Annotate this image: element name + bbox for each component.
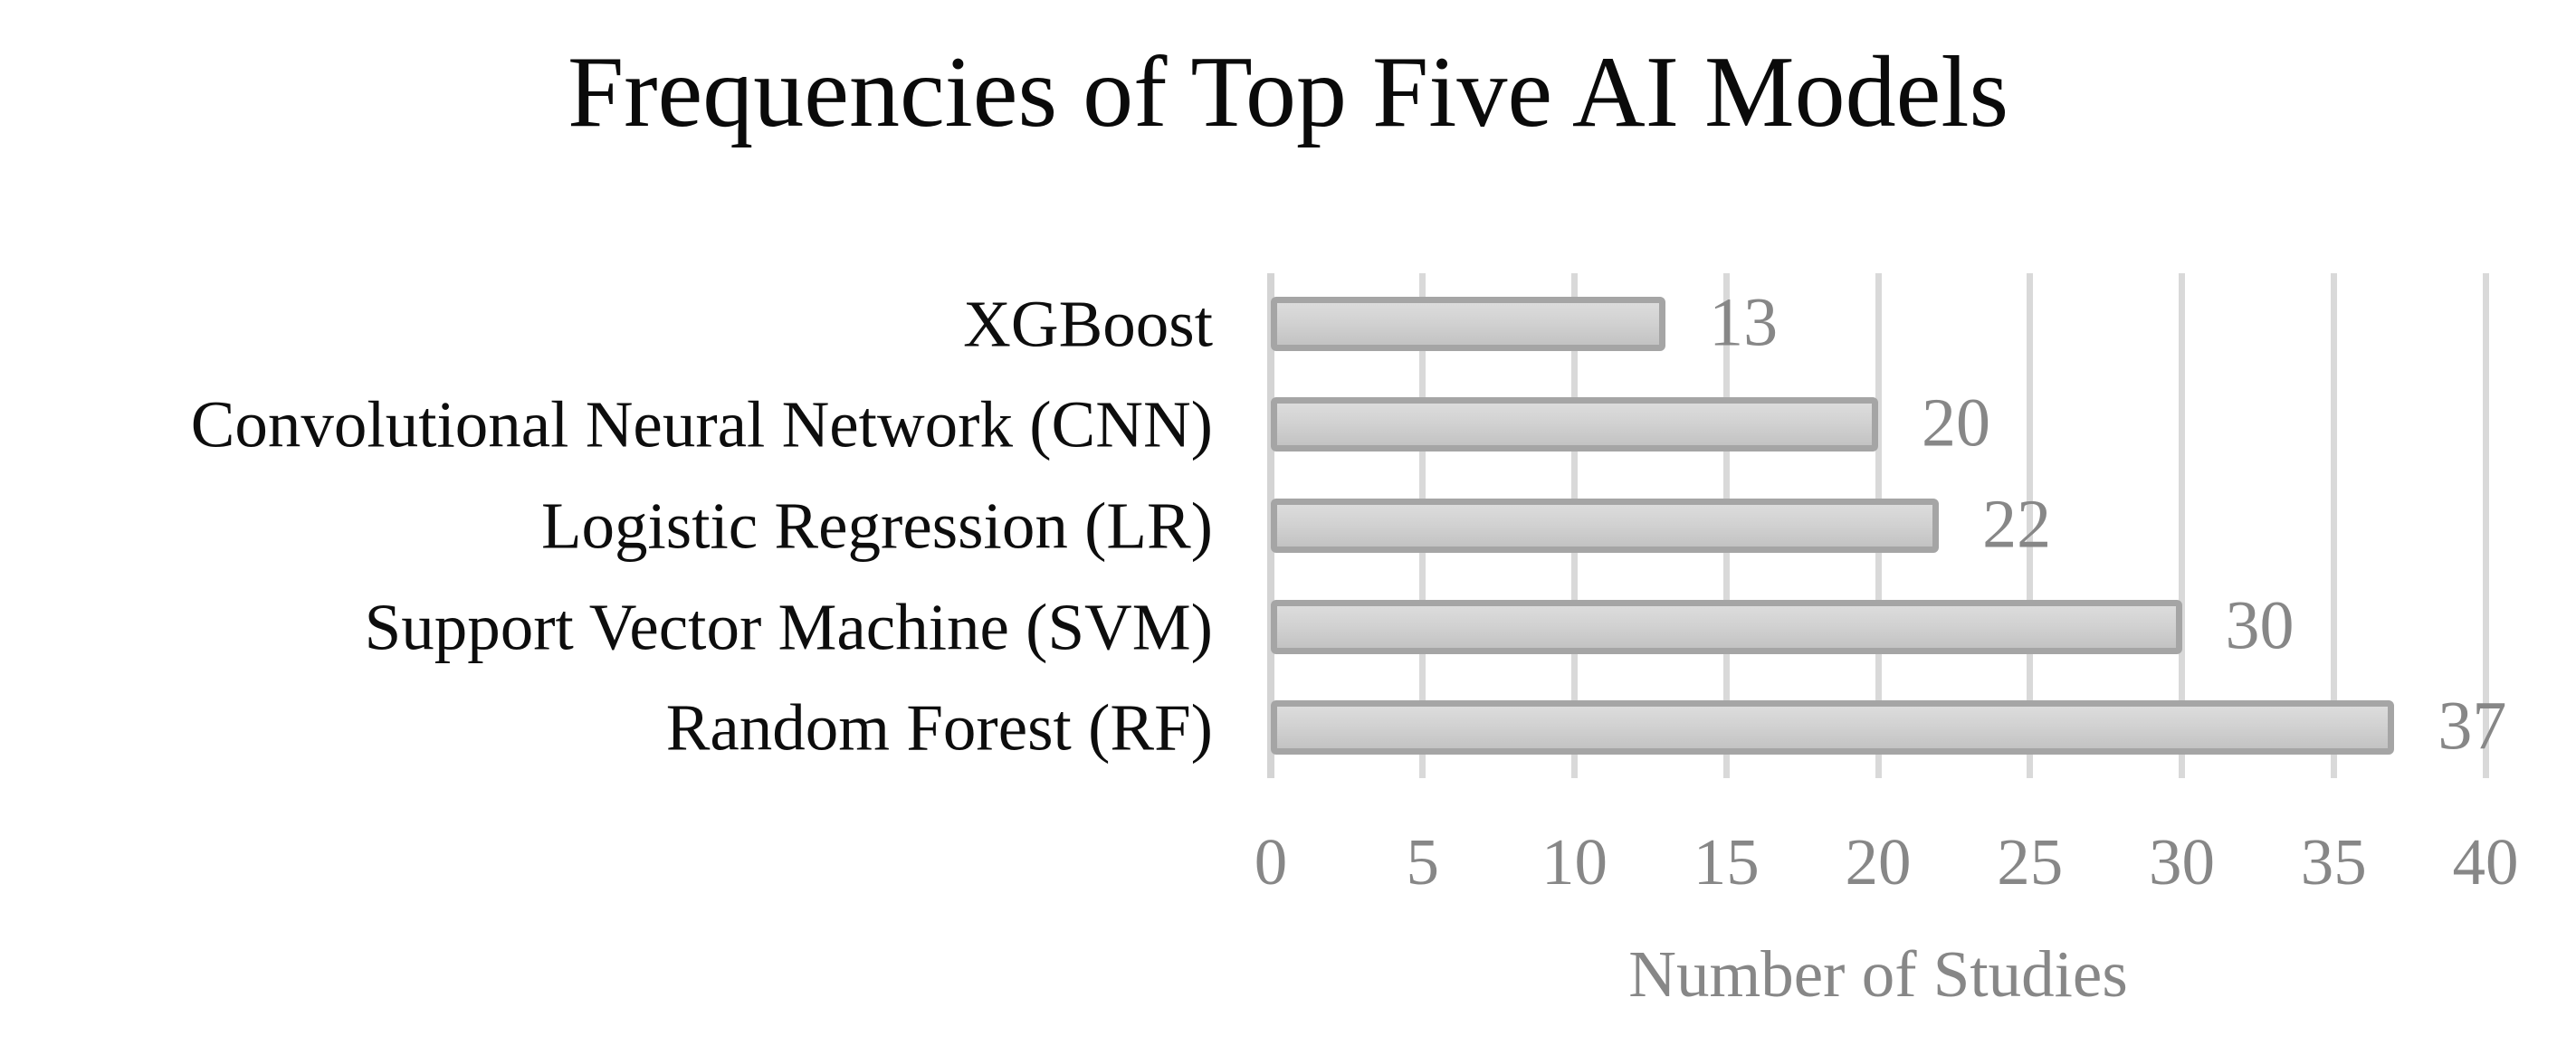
x-tick-label: 5: [1406, 825, 1440, 898]
bar-value-label: 13: [1709, 284, 1779, 361]
bar: [1271, 296, 1666, 351]
x-axis-label: Number of Studies: [1628, 937, 2128, 1011]
bar-row: 13: [1271, 288, 2485, 356]
x-tick-label: 20: [1845, 825, 1912, 898]
chart-title: Frequencies of Top Five AI Models: [567, 36, 2009, 148]
bar-value-label: 37: [2438, 688, 2507, 765]
x-tick-label: 40: [2452, 825, 2519, 898]
x-axis-ticks: 0 5 10 15 20 25 30 35 40: [1255, 825, 2519, 910]
gridline: [2330, 273, 2337, 778]
plot-area: 13 20 22 30 37: [1267, 273, 2506, 778]
gridline: [2179, 273, 2185, 778]
x-tick-label: 35: [2300, 825, 2367, 898]
bar: [1271, 397, 1878, 452]
category-label: Convolutional Neural Network (CNN): [190, 387, 1213, 461]
bar: [1271, 700, 2395, 756]
x-tick-label: 25: [1997, 825, 2064, 898]
category-axis: XGBoost Convolutional Neural Network (CNN…: [0, 273, 1213, 778]
bar-row: 22: [1271, 489, 2485, 558]
x-tick-label: 10: [1541, 825, 1608, 898]
category-label: XGBoost: [963, 287, 1213, 361]
bar-row: 37: [1271, 692, 2506, 761]
category-label: Support Vector Machine (SVM): [364, 590, 1213, 664]
x-tick-label: 15: [1693, 825, 1760, 898]
bar-row: 30: [1271, 591, 2485, 660]
x-tick-label: 0: [1254, 825, 1288, 898]
bar-value-label: 20: [1922, 385, 1990, 461]
bar-row: 20: [1271, 389, 2485, 458]
bar-value-label: 22: [1982, 486, 2052, 563]
bar-value-label: 30: [2225, 587, 2295, 664]
gridline: [2027, 273, 2034, 778]
category-label: Logistic Regression (LR): [540, 489, 1213, 563]
gridline: [2482, 273, 2489, 778]
x-tick-label: 30: [2149, 825, 2215, 898]
category-label: Random Forest (RF): [665, 690, 1213, 765]
bar: [1271, 599, 2182, 654]
bar: [1271, 499, 1940, 553]
